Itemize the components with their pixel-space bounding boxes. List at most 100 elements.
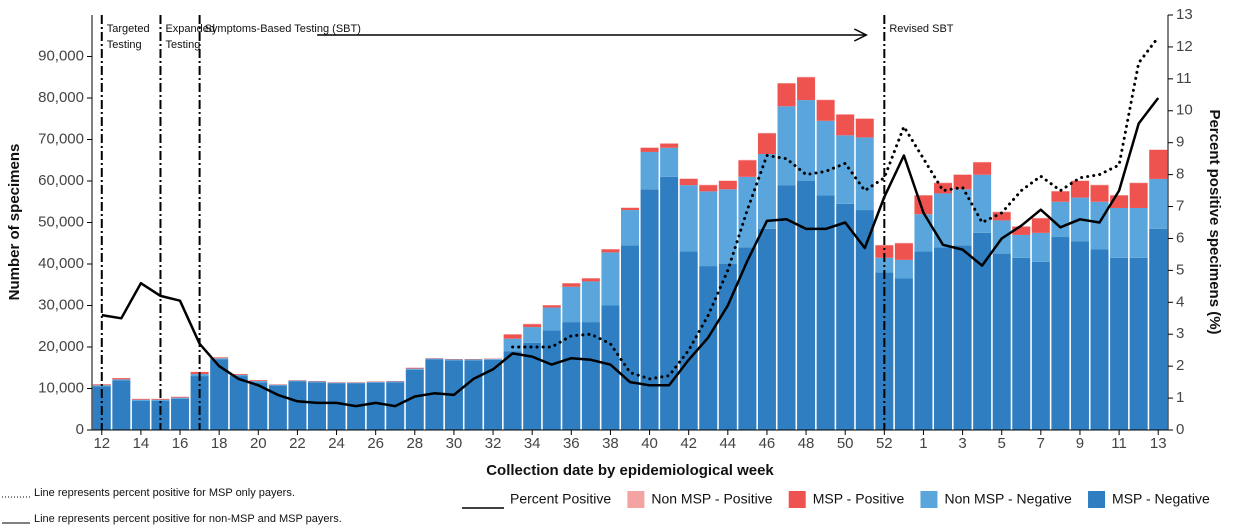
bar-segment bbox=[1129, 183, 1148, 208]
bar-segment bbox=[171, 398, 190, 430]
legend-swatch bbox=[1088, 491, 1106, 508]
bar-segment bbox=[503, 351, 522, 430]
bar-segment bbox=[601, 252, 620, 306]
y-tick-label: 40,000 bbox=[38, 255, 84, 272]
bar-segment bbox=[131, 399, 150, 401]
x-tick-label: 16 bbox=[172, 435, 189, 452]
bar-segment bbox=[1110, 257, 1129, 430]
x-tick-label: 42 bbox=[680, 435, 697, 452]
bar-segment bbox=[816, 120, 835, 196]
bar-segment bbox=[1090, 185, 1109, 202]
x-tick-label: 52 bbox=[876, 435, 893, 452]
bar-segment bbox=[1051, 191, 1070, 202]
bar-segment bbox=[894, 243, 913, 260]
phase-label: Targeted Testing bbox=[107, 23, 150, 51]
bar-segment bbox=[1090, 249, 1109, 430]
phase-label: Symptoms-Based Testing (SBT) bbox=[205, 23, 361, 35]
bar-segment bbox=[699, 266, 718, 430]
bar-segment bbox=[973, 162, 992, 175]
phase-label: Revised SBT bbox=[889, 23, 953, 35]
y-tick-label: 10,000 bbox=[38, 379, 84, 396]
bar-segment bbox=[699, 191, 718, 267]
bar-segment bbox=[542, 330, 561, 430]
bar-segment bbox=[1090, 201, 1109, 250]
bar-segment bbox=[1149, 149, 1168, 179]
bar-segment bbox=[816, 195, 835, 430]
bar-segment bbox=[1149, 228, 1168, 430]
bar-segment bbox=[836, 203, 855, 430]
bar-segment bbox=[249, 381, 268, 383]
x-tick-label: 11 bbox=[1111, 435, 1127, 452]
legend-label: Non MSP - Positive bbox=[651, 491, 772, 507]
bar-segment bbox=[405, 367, 424, 369]
bar-segment bbox=[953, 245, 972, 430]
bar-segment bbox=[112, 380, 131, 430]
bar-segment bbox=[777, 106, 796, 186]
x-tick-label: 48 bbox=[798, 435, 815, 452]
bar-segment bbox=[307, 381, 326, 383]
y-tick-label: 20,000 bbox=[38, 338, 84, 355]
x-tick-label: 24 bbox=[328, 435, 345, 452]
legend-label: Non MSP - Negative bbox=[944, 491, 1072, 507]
legend-label: MSP - Negative bbox=[1112, 491, 1210, 507]
bar-segment bbox=[503, 338, 522, 352]
bar-segment bbox=[1070, 241, 1089, 430]
bar-segment bbox=[190, 376, 209, 430]
y2-tick-label: 6 bbox=[1176, 229, 1184, 246]
bar-segment bbox=[836, 114, 855, 136]
y2-tick-label: 11 bbox=[1176, 70, 1192, 87]
bar-segment bbox=[229, 374, 248, 377]
y2-tick-label: 12 bbox=[1176, 38, 1193, 55]
bar-segment bbox=[757, 228, 776, 430]
bar-segment bbox=[973, 174, 992, 233]
bar-segment bbox=[229, 373, 248, 375]
y-tick-label: 50,000 bbox=[38, 213, 84, 230]
bar-segment bbox=[229, 376, 248, 430]
bar-segment bbox=[288, 380, 307, 382]
bar-segment bbox=[1070, 181, 1089, 198]
bar-segment bbox=[1149, 178, 1168, 229]
x-tick-label: 20 bbox=[250, 435, 267, 452]
bar-segment bbox=[797, 181, 816, 430]
x-tick-label: 5 bbox=[998, 435, 1006, 452]
bar-segment bbox=[523, 324, 542, 328]
bar-segment bbox=[1031, 218, 1050, 233]
bar-segment bbox=[621, 245, 639, 430]
x-tick-label: 3 bbox=[958, 435, 966, 452]
x-tick-label: 36 bbox=[563, 435, 580, 452]
bar-segment bbox=[973, 232, 992, 430]
bar-segment bbox=[992, 253, 1011, 430]
bar-segment bbox=[777, 185, 796, 430]
bar-segment bbox=[1031, 232, 1050, 262]
bar-segment bbox=[503, 334, 522, 339]
phase-arrow-head bbox=[853, 28, 869, 42]
x-tick-label: 40 bbox=[641, 435, 658, 452]
x-tick-label: 38 bbox=[602, 435, 619, 452]
bar-segment bbox=[621, 207, 639, 211]
x-tick-label: 14 bbox=[133, 435, 150, 452]
bar-segment bbox=[621, 210, 639, 246]
bar-segment bbox=[660, 143, 679, 148]
bar-segment bbox=[210, 358, 229, 360]
bar-segment bbox=[1129, 207, 1148, 258]
y2-tick-label: 2 bbox=[1176, 357, 1184, 374]
x-tick-label: 12 bbox=[93, 435, 110, 452]
y2-tick-label: 5 bbox=[1176, 261, 1184, 278]
bar-segment bbox=[523, 342, 542, 430]
bar-segment bbox=[953, 174, 972, 190]
x-tick-label: 18 bbox=[211, 435, 228, 452]
x-tick-label: 26 bbox=[367, 435, 384, 452]
bar-segment bbox=[249, 380, 268, 382]
bar-segment bbox=[934, 193, 953, 248]
bar-segment bbox=[679, 251, 698, 430]
percent-line bbox=[511, 35, 1160, 381]
bar-segment bbox=[855, 210, 874, 430]
bar-segment bbox=[425, 358, 444, 360]
bar-segment bbox=[934, 183, 953, 194]
bar-segment bbox=[131, 400, 150, 430]
note-text: Line represents percent positive for non… bbox=[34, 513, 342, 525]
bar-segment bbox=[718, 181, 737, 190]
bar-segment bbox=[660, 147, 679, 177]
bar-segment bbox=[151, 399, 170, 401]
x-tick-label: 50 bbox=[837, 435, 854, 452]
